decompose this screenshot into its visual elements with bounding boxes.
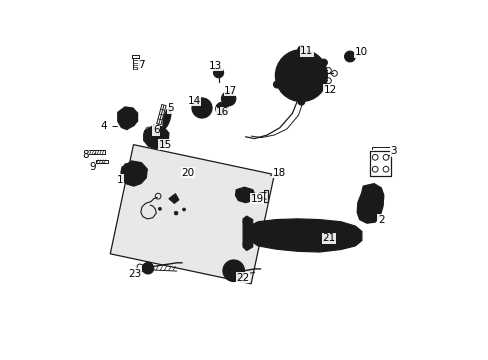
Text: 18: 18 [270,168,285,178]
Text: 2: 2 [371,212,384,225]
Polygon shape [235,187,255,203]
Circle shape [126,116,130,120]
Polygon shape [168,194,179,203]
Polygon shape [143,125,168,149]
Text: 3: 3 [388,146,396,157]
Text: 16: 16 [216,107,229,117]
Circle shape [223,260,244,282]
Circle shape [320,59,327,66]
Text: 1: 1 [117,175,125,185]
Text: 19: 19 [249,194,263,204]
Ellipse shape [280,222,286,249]
Text: 20: 20 [181,168,194,178]
Text: 8: 8 [82,150,96,160]
Circle shape [347,54,352,59]
Circle shape [199,105,204,111]
Circle shape [243,218,250,225]
Circle shape [283,58,319,94]
Text: 7: 7 [137,60,145,70]
Text: 13: 13 [209,60,222,72]
Ellipse shape [323,222,329,249]
Polygon shape [121,161,147,186]
Circle shape [219,105,225,112]
Circle shape [221,91,235,106]
Circle shape [192,98,212,118]
Circle shape [273,81,280,88]
Text: 10: 10 [352,47,367,58]
Text: 21: 21 [320,233,335,243]
Text: 23: 23 [128,269,142,279]
Circle shape [128,167,140,179]
Circle shape [224,95,232,102]
Circle shape [213,68,223,78]
Circle shape [293,68,309,84]
Circle shape [275,50,326,102]
Text: 4: 4 [100,121,117,131]
Circle shape [152,131,163,141]
Circle shape [174,211,178,215]
Circle shape [145,266,150,271]
Circle shape [132,170,137,175]
Text: 5: 5 [167,103,174,115]
Polygon shape [110,145,274,284]
Circle shape [227,265,239,276]
Text: 22: 22 [236,272,249,283]
Text: 9: 9 [89,162,103,172]
Circle shape [344,51,355,62]
Circle shape [297,98,305,105]
Circle shape [142,262,153,274]
Circle shape [243,240,250,248]
Text: 11: 11 [300,46,313,58]
Circle shape [158,207,161,210]
Circle shape [182,208,185,211]
Polygon shape [356,184,383,223]
Circle shape [215,102,228,115]
Polygon shape [118,107,137,130]
Text: 12: 12 [320,85,336,95]
Ellipse shape [163,107,171,128]
Circle shape [297,46,305,53]
Polygon shape [250,219,361,252]
Text: 6: 6 [153,124,159,135]
Polygon shape [243,216,252,251]
Circle shape [155,134,159,138]
Text: 17: 17 [224,86,237,96]
Text: 15: 15 [158,139,172,150]
Text: 14: 14 [187,96,200,106]
Circle shape [196,102,207,114]
